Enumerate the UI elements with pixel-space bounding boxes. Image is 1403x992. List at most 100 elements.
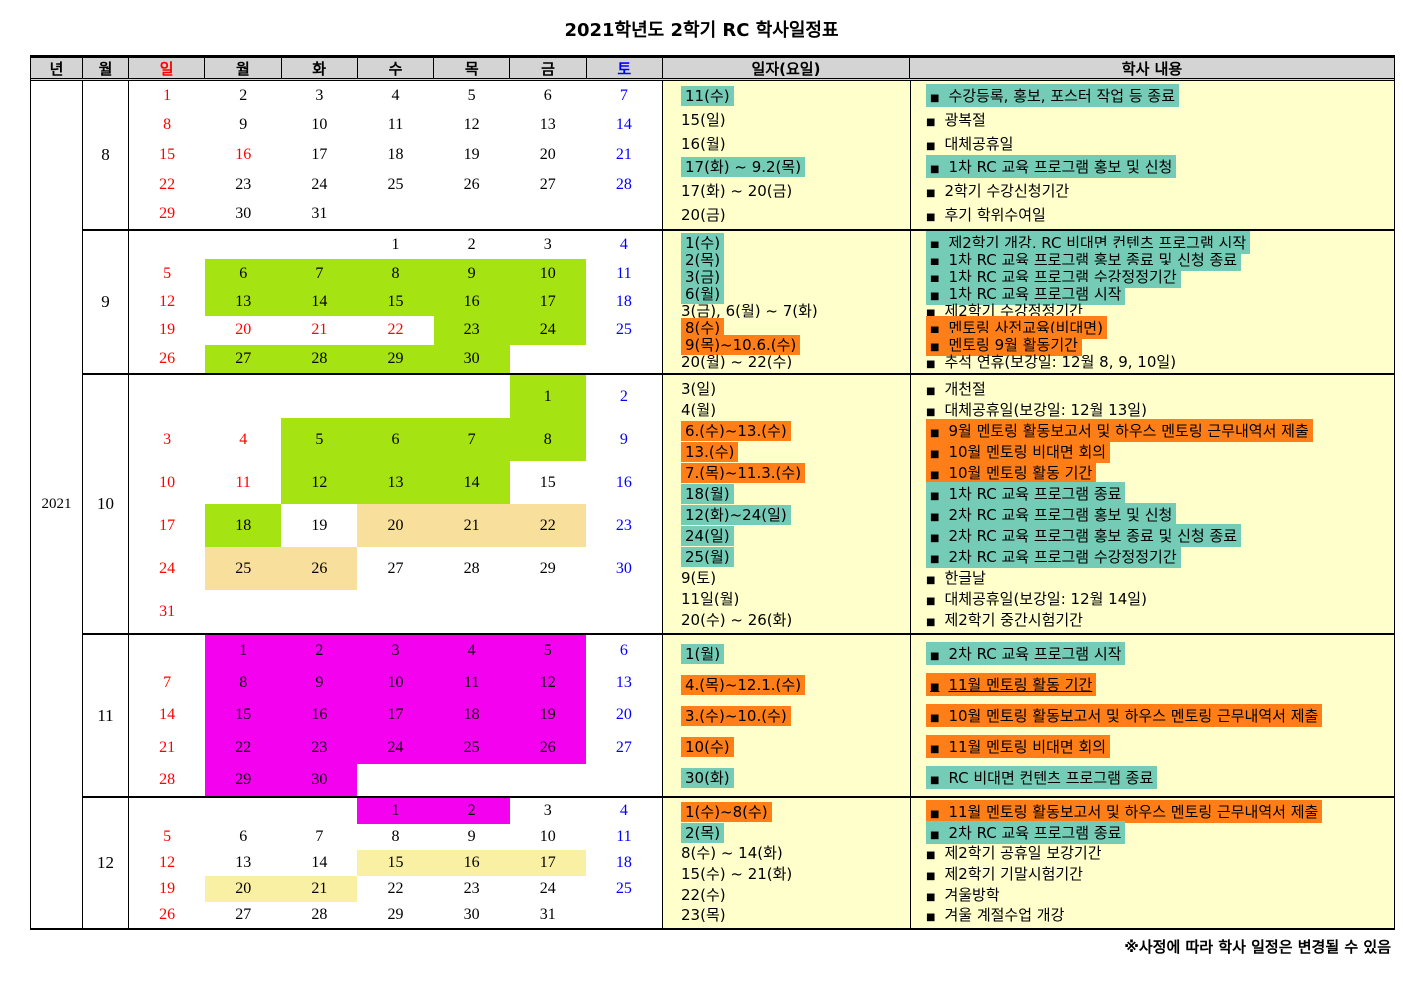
calendar-day: 26 xyxy=(463,175,480,193)
calendar-day: 13 xyxy=(357,461,434,504)
calendar-day: 3 xyxy=(543,236,552,254)
calendar-day: 11 xyxy=(235,473,251,491)
calendar-day xyxy=(434,199,510,229)
bullet-icon: ■ xyxy=(926,596,936,607)
calendar-day: 30 xyxy=(433,344,510,373)
schedule-entry: 18(월) ■ 1차 RC 교육 프로그램 종료 xyxy=(663,482,1394,505)
calendar-day: 20 xyxy=(357,504,434,547)
calendar-day: 4 xyxy=(619,802,628,819)
entry-date: 3(금) xyxy=(663,266,910,287)
bullet-icon: ■ xyxy=(926,870,936,882)
entry-date-text: 15(일) xyxy=(681,111,726,129)
entry-date: 3(금), 6(월) ~ 7(화) xyxy=(663,300,910,321)
calendar-day: 9 xyxy=(467,828,476,845)
calendar-day xyxy=(281,590,357,633)
month-label: 9 xyxy=(83,231,129,373)
entry-date-text: 7.(목)~11.3.(수) xyxy=(681,463,806,483)
calendar-day: 20 xyxy=(235,321,252,339)
entry-date-text: 25(월) xyxy=(681,547,734,567)
entry-content-text: 추석 연휴(보강일: 12월 8, 9, 10일) xyxy=(944,353,1177,371)
entry-content: ■ 수강등록, 홍보, 포스터 작업 등 종료 xyxy=(910,84,1394,108)
entry-content: ■ 대체공휴일 xyxy=(910,133,1394,154)
calendar-day: 27 xyxy=(539,175,556,193)
calendar-day: 14 xyxy=(615,116,632,134)
calendar-day: 19 xyxy=(159,321,176,339)
entry-content: ■ 멘토링 9월 활동기간 xyxy=(910,333,1394,356)
calendar-day: 2 xyxy=(281,635,358,668)
entry-date: 1(수) xyxy=(663,232,910,253)
calendar-day xyxy=(205,590,281,633)
entry-content-line: ■ 제2학기 공휴일 보강기간 xyxy=(926,842,1102,863)
bullet-icon: ■ xyxy=(930,554,940,565)
entry-content-line: ■ 후기 학위수여일 xyxy=(926,204,1046,225)
bullet-icon: ■ xyxy=(926,617,936,628)
schedule-entry: 15(일) ■ 광복절 xyxy=(663,108,1394,132)
entry-content-text: 겨울방학 xyxy=(944,885,1000,904)
calendar-day: 25 xyxy=(615,880,632,897)
calendar-day xyxy=(205,231,281,259)
calendar-day: 16 xyxy=(615,473,632,491)
schedule-entry: 9(토) ■ 한글날 xyxy=(663,567,1394,588)
month-calendar: 1 2 3 4 5 6 7 8 9 10 11 12 13 14 15 16 17 18 19 20 21 22 23 24 2… xyxy=(129,635,663,796)
schedule-entry: 10(수) ■ 11월 멘토링 비대면 회의 xyxy=(663,731,1394,762)
calendar-day: 6 xyxy=(619,642,628,660)
entry-content: ■ 제2학기 공휴일 보강기간 xyxy=(910,842,1394,863)
entry-content: ■ 2학기 수강신청기간 xyxy=(910,180,1394,201)
calendar-day: 15 xyxy=(539,473,556,491)
calendar-day: 17 xyxy=(357,699,434,732)
year-cell: 2021 xyxy=(31,81,83,928)
entry-content: ■ 2차 RC 교육 프로그램 종료 xyxy=(910,820,1394,844)
header-month: 월 xyxy=(83,58,129,78)
calendar-day: 19 xyxy=(311,516,328,534)
entry-date: 16(월) xyxy=(663,133,910,154)
schedule-entry: 2(목) ■ 2차 RC 교육 프로그램 종료 xyxy=(663,820,1394,844)
header-day-thu: 목 xyxy=(434,58,511,78)
entry-date-text: 13.(수) xyxy=(681,442,739,462)
entry-content-line: ■ 1차 RC 교육 프로그램 종료 xyxy=(926,482,1126,505)
entry-content-line: ■ 한글날 xyxy=(926,567,986,588)
entry-date-text: 4(월) xyxy=(681,401,717,419)
entry-content-line: ■ 수강등록, 홍보, 포스터 작업 등 종료 xyxy=(926,84,1180,108)
calendar-day: 8 xyxy=(509,418,586,461)
calendar-day xyxy=(586,764,662,796)
schedule-entry: 17(화) ~ 20(금) ■ 2학기 수강신청기간 xyxy=(663,179,1394,203)
bullet-icon: ■ xyxy=(930,533,940,544)
entry-content-line: ■ 대체공휴일(보강일: 12월 13일) xyxy=(926,399,1147,420)
entry-content-line: ■ 추석 연휴(보강일: 12월 8, 9, 10일) xyxy=(926,351,1176,372)
calendar-day xyxy=(586,590,662,633)
calendar-day: 9 xyxy=(239,116,248,134)
entry-date-text: 6.(수)~13.(수) xyxy=(681,421,791,441)
header-day-fri: 금 xyxy=(510,58,587,78)
entry-content: ■ 추석 연휴(보강일: 12월 8, 9, 10일) xyxy=(910,351,1394,372)
entry-content-text: 2차 RC 교육 프로그램 수강정정기간 xyxy=(948,548,1177,566)
schedule-entry: 22(수) ■ 겨울방학 xyxy=(663,884,1394,905)
bullet-icon: ■ xyxy=(926,359,936,370)
entry-content: ■ 11월 멘토링 활동보고서 및 하우스 멘토링 근무내역서 제출 xyxy=(910,799,1394,823)
bullet-icon: ■ xyxy=(930,342,940,353)
calendar-day xyxy=(205,375,281,418)
entry-date-text: 3(일) xyxy=(681,380,717,398)
entry-content: ■ 후기 학위수여일 xyxy=(910,204,1394,225)
entry-content: ■ 2차 RC 교육 프로그램 시작 xyxy=(910,642,1394,665)
entry-date: 30(화) xyxy=(663,767,910,788)
entry-date-text: 2(목) xyxy=(681,250,725,270)
calendar-day: 16 xyxy=(281,699,358,732)
calendar-day: 12 xyxy=(509,667,586,700)
schedule-entry: 1(수)~8(수) ■ 11월 멘토링 활동보고서 및 하우스 멘토링 근무내역서 … xyxy=(663,799,1394,823)
calendar-day: 22 xyxy=(387,880,404,897)
entry-date-text: 30(화) xyxy=(681,768,734,788)
month-label: 10 xyxy=(83,375,129,633)
calendar-day: 26 xyxy=(159,349,176,367)
entry-date: 15(수) ~ 21(화) xyxy=(663,863,910,884)
entry-content-line: ■ 11월 멘토링 활동 기간 xyxy=(926,673,1097,696)
calendar-day: 20 xyxy=(615,706,632,724)
entry-date: 6(월) xyxy=(663,283,910,304)
schedule-entry: 15(수) ~ 21(화) ■ 제2학기 기말시험기간 xyxy=(663,863,1394,884)
calendar-day: 21 xyxy=(311,321,328,339)
entry-content-line: ■ 겨울방학 xyxy=(926,884,1000,905)
schedule-entry: 24(일) ■ 2차 RC 교육 프로그램 홍보 종료 및 신청 종료 xyxy=(663,524,1394,547)
calendar-day: 29 xyxy=(539,559,556,577)
calendar-day: 7 xyxy=(433,418,510,461)
entry-content-text: 10월 멘토링 비대면 회의 xyxy=(948,443,1107,461)
calendar-day: 12 xyxy=(159,292,176,310)
